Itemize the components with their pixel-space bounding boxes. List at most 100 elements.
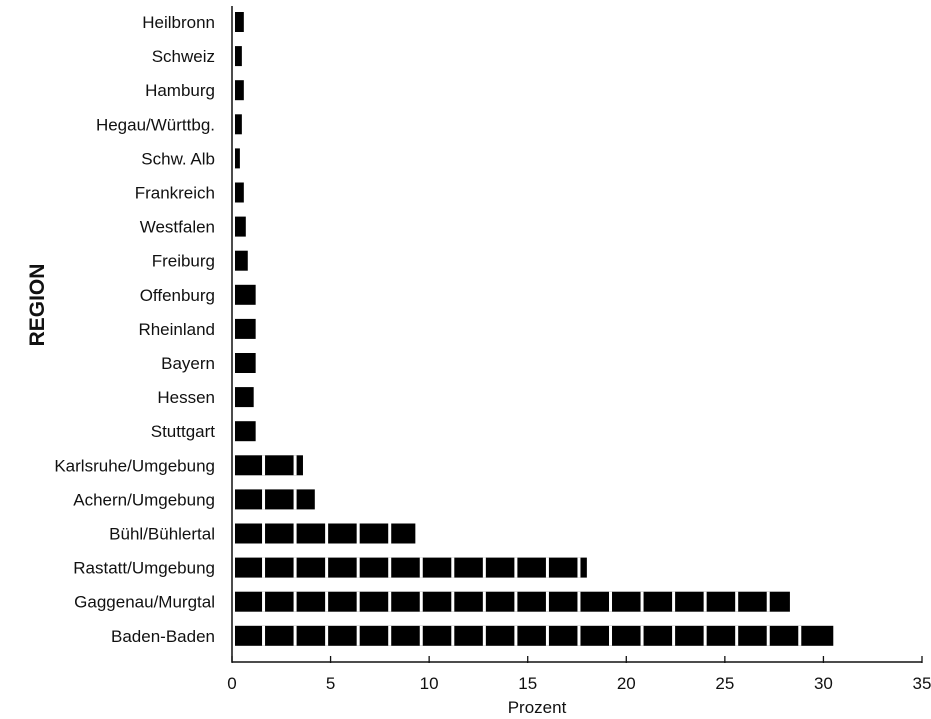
bar-segment-gap <box>293 591 297 612</box>
category-label: Schw. Alb <box>141 149 215 168</box>
bar-heilbronn <box>235 12 244 32</box>
bar-segment-gap <box>388 523 392 544</box>
bar-segment-gap <box>262 455 266 476</box>
bar-segment-gap <box>514 591 518 612</box>
category-label: Rheinland <box>138 320 215 339</box>
bar-segment-gap <box>262 625 266 646</box>
category-label: Baden-Baden <box>111 627 215 646</box>
x-tick-label: 5 <box>326 674 335 693</box>
bar-segment-gap <box>419 591 423 612</box>
x-tick-label: 20 <box>617 674 636 693</box>
bar-segment-gap <box>672 591 676 612</box>
x-tick-label: 25 <box>715 674 734 693</box>
bar-segment-gap <box>388 625 392 646</box>
category-label: Rastatt/Umgebung <box>73 559 215 578</box>
bar-segment-gap <box>419 625 423 646</box>
bar-rheinland <box>235 318 256 339</box>
bar-segment-gap <box>262 523 266 544</box>
bar-segment-gap <box>703 625 707 646</box>
bar-hegau-w-rttbg- <box>235 114 242 135</box>
category-label: Stuttgart <box>151 422 216 441</box>
bar-segment-gap <box>293 489 297 510</box>
category-labels: Heilbronn Schweiz Hamburg Hegau/Württbg. Sch… <box>54 13 215 646</box>
bar-segment-gap <box>735 591 739 612</box>
bar-segment-gap <box>735 625 739 646</box>
bar-segment-gap <box>356 523 360 544</box>
bar-segment-gap <box>514 557 518 578</box>
bar-schweiz <box>235 46 242 67</box>
bar-segment-gap <box>451 625 455 646</box>
bar-hessen <box>235 387 254 408</box>
category-label: Westfalen <box>140 218 215 237</box>
bar-segment-gap <box>325 591 329 612</box>
bar-segment-gap <box>293 625 297 646</box>
bar-segment-gap <box>545 591 549 612</box>
bar-rastatt-umgebung <box>235 557 587 578</box>
category-label: Hamburg <box>145 81 215 100</box>
bar-segment-gap <box>451 591 455 612</box>
bar-baden-baden <box>235 625 834 646</box>
category-label: Gaggenau/Murgtal <box>74 593 215 612</box>
bar-bayern <box>235 353 256 373</box>
bar-achern-umgebung <box>235 489 315 510</box>
category-label: Schweiz <box>152 47 215 66</box>
bars-group <box>235 12 834 646</box>
bar-segment-gap <box>766 591 770 612</box>
bar-segment-gap <box>356 591 360 612</box>
bar-westfalen <box>235 216 246 237</box>
x-tick-label: 30 <box>814 674 833 693</box>
bar-segment-gap <box>356 625 360 646</box>
category-label: Bayern <box>161 354 215 373</box>
bar-segment-gap <box>577 625 581 646</box>
bar-segment-gap <box>262 591 266 612</box>
category-label: Freiburg <box>152 252 215 271</box>
bar-segment-gap <box>609 625 613 646</box>
bar-segment-gap <box>325 625 329 646</box>
category-label: Offenburg <box>140 286 215 305</box>
category-label: Karlsruhe/Umgebung <box>54 456 215 475</box>
category-label: Hessen <box>157 388 215 407</box>
bar-segment-gap <box>640 591 644 612</box>
bar-segment-gap <box>293 557 297 578</box>
bar-segment-gap <box>356 557 360 578</box>
category-label: Achern/Umgebung <box>73 490 215 509</box>
bar-hamburg <box>235 80 244 101</box>
bar-segment-gap <box>293 455 297 476</box>
x-tick-label: 35 <box>913 674 931 693</box>
bar-segment-gap <box>703 591 707 612</box>
x-tick-label: 15 <box>518 674 537 693</box>
bar-segment-gap <box>419 557 423 578</box>
bar-freiburg <box>235 250 248 271</box>
bar-segment-gap <box>262 557 266 578</box>
bar-segment-gap <box>262 489 266 510</box>
x-axis-ticks: 0 5 10 15 20 25 30 35 <box>227 656 931 693</box>
x-tick-label: 10 <box>420 674 439 693</box>
bar-segment-gap <box>388 557 392 578</box>
bar-frankreich <box>235 182 244 203</box>
bar-segment-gap <box>482 625 486 646</box>
bar-segment-gap <box>766 625 770 646</box>
bar-segment-gap <box>609 591 613 612</box>
bar-segment-gap <box>640 625 644 646</box>
bar-segment-gap <box>545 625 549 646</box>
bar-segment-gap <box>293 523 297 544</box>
bar-segment-gap <box>451 557 455 578</box>
x-axis-title: Prozent <box>508 698 567 717</box>
bar-gaggenau-murgtal <box>235 591 790 612</box>
bar-stuttgart <box>235 421 256 442</box>
bar-segment-gap <box>482 591 486 612</box>
bar-segment-gap <box>325 523 329 544</box>
bar-schw-alb <box>235 148 240 169</box>
y-axis-title: REGION <box>26 264 49 347</box>
bar-segment-gap <box>798 625 802 646</box>
bar-segment-gap <box>577 557 581 578</box>
x-tick-label: 0 <box>227 674 236 693</box>
bar-karlsruhe-umgebung <box>235 455 303 476</box>
bar-offenburg <box>235 284 256 305</box>
bar-segment-gap <box>325 557 329 578</box>
category-label: Hegau/Württbg. <box>96 115 215 134</box>
category-label: Frankreich <box>135 184 215 203</box>
category-label: Heilbronn <box>142 13 215 32</box>
bar-segment-gap <box>545 557 549 578</box>
